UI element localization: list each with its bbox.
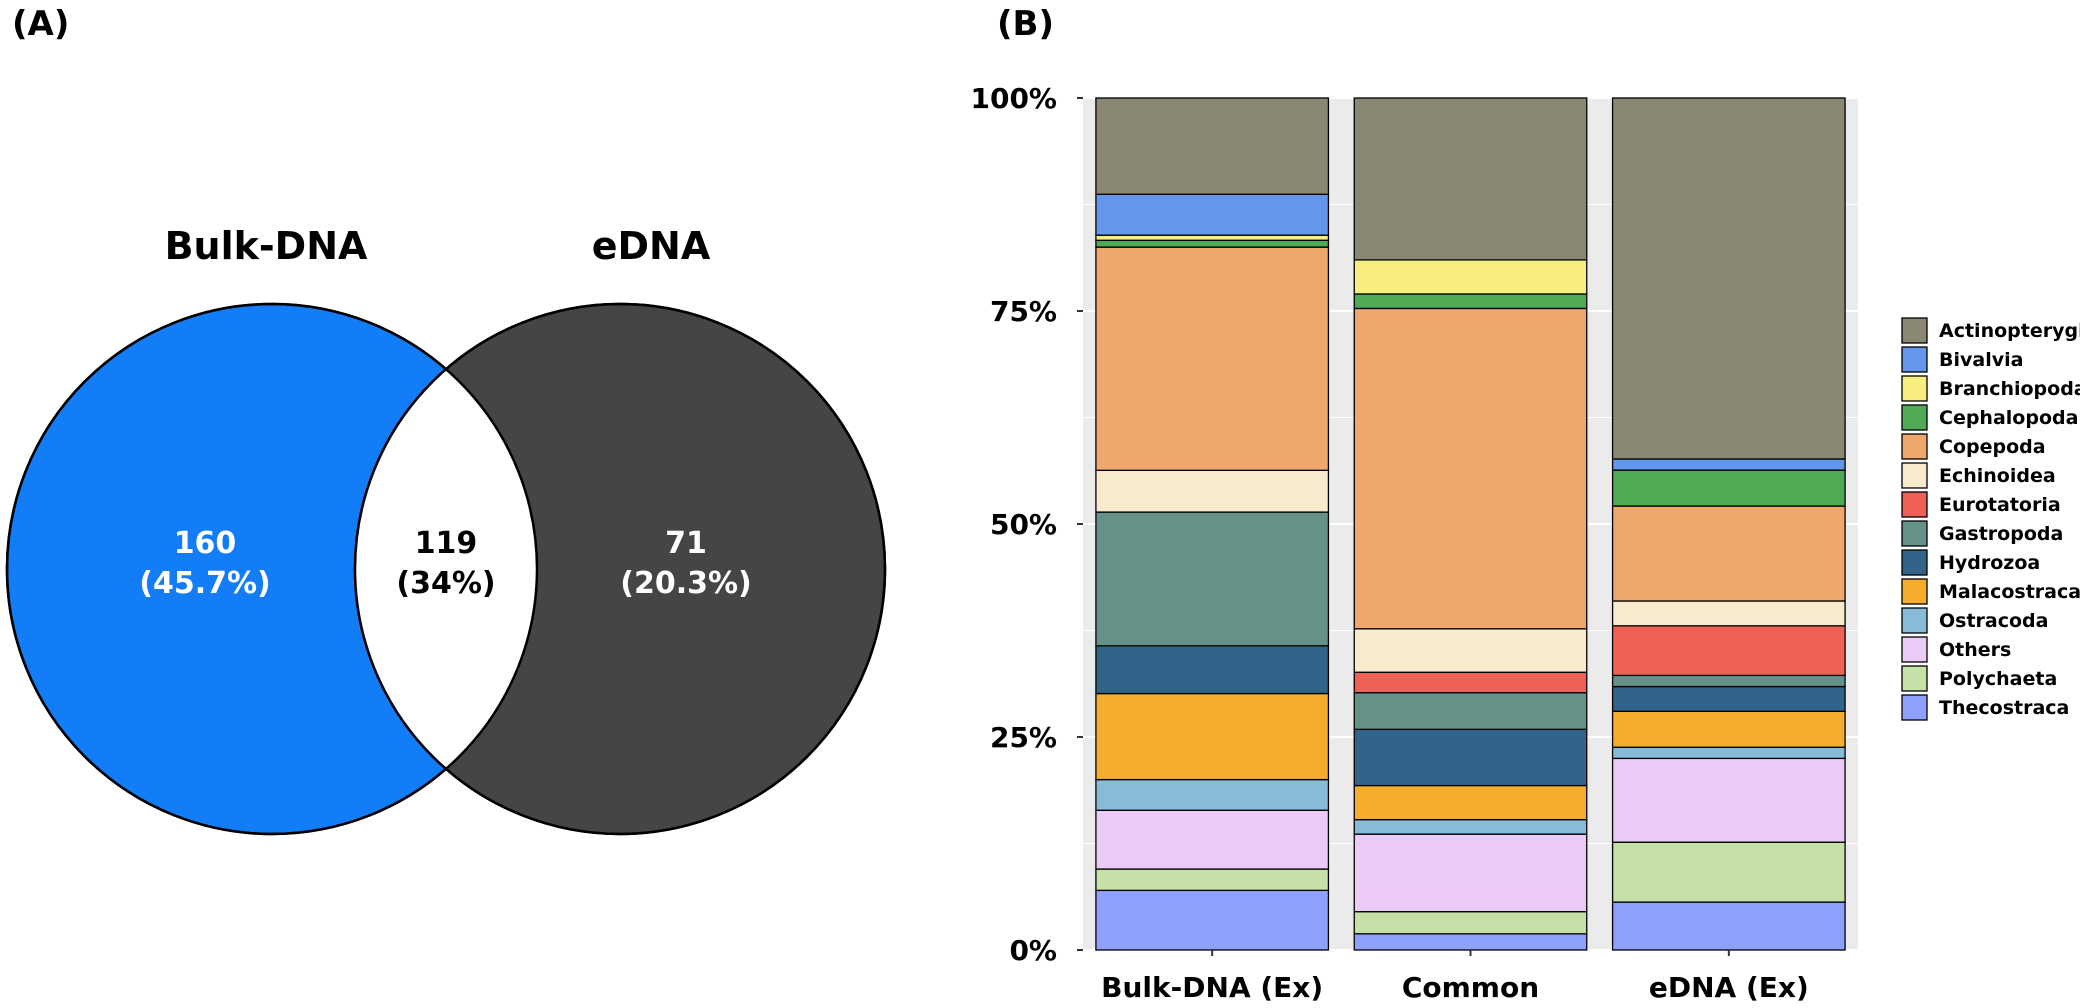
legend-label-ostracoda: Ostracoda: [1939, 610, 2048, 632]
bar-segment-edna-ex-thecostraca: [1611, 901, 1846, 951]
bar-segment-edna-ex-polychaeta: [1611, 841, 1846, 903]
bar-segment-common-others: [1353, 833, 1588, 913]
legend-swatch-ostracoda: [1901, 607, 1928, 634]
y-tick-label: 50%: [990, 508, 1057, 541]
bar-segment-common-hydrozoa: [1353, 728, 1588, 787]
venn-percent-bulk-dna: (45.7%): [139, 566, 271, 601]
bar-segment-bulk-dna-ex-malacostraca: [1095, 692, 1330, 781]
legend-swatch-branchiopoda: [1901, 375, 1928, 402]
bar-segment-common-eurotatoria: [1353, 671, 1588, 694]
venn-percent-intersection: (34%): [396, 566, 495, 601]
legend-swatch-polychaeta: [1901, 665, 1928, 692]
bar-segment-bulk-dna-ex-gastropoda: [1095, 511, 1330, 647]
legend-label-hydrozoa: Hydrozoa: [1939, 552, 2040, 574]
x-tick-label-edna-ex: eDNA (Ex): [1649, 971, 1809, 1004]
bar-segment-edna-ex-others: [1611, 757, 1846, 843]
venn-title-bulk-dna: Bulk-DNA: [165, 224, 368, 268]
legend-label-actinopterygii: Actinopterygii: [1939, 320, 2080, 342]
bar-segment-common-thecostraca: [1353, 933, 1588, 951]
venn-count-intersection: 119: [415, 526, 478, 561]
venn-outline-edna: [353, 302, 887, 836]
venn-panel: (A) Bulk-DNA eDNA 160 (45.7%) 119 (34%) …: [5, 4, 887, 836]
legend-label-gastropoda: Gastropoda: [1939, 523, 2063, 545]
venn-title-edna: eDNA: [592, 224, 711, 268]
bar-segment-common-cephalopoda: [1353, 293, 1588, 310]
legend-label-cephalopoda: Cephalopoda: [1939, 407, 2078, 429]
venn-outline-bulk-dna: [5, 302, 539, 836]
legend-label-copepoda: Copepoda: [1939, 436, 2046, 458]
x-tick-label-common: Common: [1402, 971, 1539, 1004]
legend: Actinopterygii Bivalvia Branchiopoda Cephal…: [1901, 317, 2080, 721]
y-axis: 0% 25% 50% 75% 100%: [970, 82, 1083, 967]
legend-swatch-hydrozoa: [1901, 549, 1928, 576]
panel-a-label: (A): [12, 4, 69, 44]
legend-swatch-copepoda: [1901, 433, 1928, 460]
legend-label-eurotatoria: Eurotatoria: [1939, 494, 2061, 516]
bar-segment-edna-ex-hydrozoa: [1611, 685, 1846, 712]
legend-swatch-thecostraca: [1901, 694, 1928, 721]
x-axis: Bulk-DNA (Ex) Common eDNA (Ex): [1101, 950, 1809, 1004]
bar-segment-bulk-dna-ex-cephalopoda: [1095, 239, 1330, 248]
bar-segment-common-copepoda: [1353, 307, 1588, 630]
legend-swatch-bivalvia: [1901, 346, 1928, 373]
bar-segment-common-polychaeta: [1353, 911, 1588, 935]
bar-segment-bulk-dna-ex-bivalvia: [1095, 193, 1330, 236]
legend-label-echinoidea: Echinoidea: [1939, 465, 2056, 487]
bar-segment-common-ostracoda: [1353, 818, 1588, 835]
bar-segment-common-malacostraca: [1353, 784, 1588, 821]
bar-segment-edna-ex-ostracoda: [1611, 746, 1846, 760]
y-tick-label: 100%: [970, 82, 1057, 115]
legend-swatch-echinoidea: [1901, 462, 1928, 489]
legend-label-others: Others: [1939, 639, 2011, 661]
bar-segment-common-branchiopoda: [1353, 259, 1588, 295]
bar-segment-edna-ex-echinoidea: [1611, 600, 1846, 627]
y-tick-label: 0%: [1009, 934, 1057, 967]
bar-segment-edna-ex-copepoda: [1611, 505, 1846, 602]
bar-segment-edna-ex-eurotatoria: [1611, 625, 1846, 677]
bar-segment-bulk-dna-ex-copepoda: [1095, 246, 1330, 471]
legend-swatch-actinopterygii: [1901, 317, 1928, 344]
legend-label-polychaeta: Polychaeta: [1939, 668, 2057, 690]
legend-swatch-malacostraca: [1901, 578, 1928, 605]
bar-segment-bulk-dna-ex-ostracoda: [1095, 778, 1330, 811]
y-tick-label: 25%: [990, 721, 1057, 754]
bar-segment-bulk-dna-ex-polychaeta: [1095, 868, 1330, 892]
venn-intersection: [355, 304, 537, 834]
bar-segment-bulk-dna-ex-hydrozoa: [1095, 645, 1330, 695]
venn-count-bulk-dna: 160: [174, 526, 237, 561]
bar-panel: (B) 0% 25% 50% 75% 100% Bulk-DNA (Ex) Common e…: [970, 4, 2080, 1004]
x-tick-label-bulk-dna-ex: Bulk-DNA (Ex): [1101, 971, 1323, 1004]
bar-segment-edna-ex-bivalvia: [1611, 458, 1846, 471]
panel-b-label: (B): [997, 4, 1054, 44]
bar-segment-edna-ex-cephalopoda: [1611, 469, 1846, 507]
legend-swatch-gastropoda: [1901, 520, 1928, 547]
legend-swatch-cephalopoda: [1901, 404, 1928, 431]
legend-label-malacostraca: Malacostraca: [1939, 581, 2080, 603]
bar-segment-edna-ex-malacostraca: [1611, 710, 1846, 748]
bar-segment-common-echinoidea: [1353, 628, 1588, 673]
bar-segment-common-gastropoda: [1353, 692, 1588, 730]
bar-stacks: [1095, 97, 1846, 951]
bar-segment-common-actinopterygii: [1353, 97, 1588, 261]
legend-swatch-others: [1901, 636, 1928, 663]
legend-label-bivalvia: Bivalvia: [1939, 349, 2023, 371]
bar-segment-bulk-dna-ex-echinoidea: [1095, 469, 1330, 513]
venn-percent-edna: (20.3%): [620, 566, 752, 601]
legend-label-branchiopoda: Branchiopoda: [1939, 378, 2080, 400]
legend-label-thecostraca: Thecostraca: [1939, 697, 2069, 719]
bar-segment-bulk-dna-ex-thecostraca: [1095, 889, 1330, 951]
bar-segment-edna-ex-gastropoda: [1611, 674, 1846, 688]
bar-segment-bulk-dna-ex-actinopterygii: [1095, 97, 1330, 195]
bar-segment-bulk-dna-ex-branchiopoda: [1095, 234, 1330, 241]
y-tick-label: 75%: [990, 295, 1057, 328]
bar-segment-edna-ex-actinopterygii: [1611, 97, 1846, 460]
venn-count-edna: 71: [665, 526, 707, 561]
bar-segment-bulk-dna-ex-others: [1095, 809, 1330, 870]
legend-swatch-eurotatoria: [1901, 491, 1928, 518]
